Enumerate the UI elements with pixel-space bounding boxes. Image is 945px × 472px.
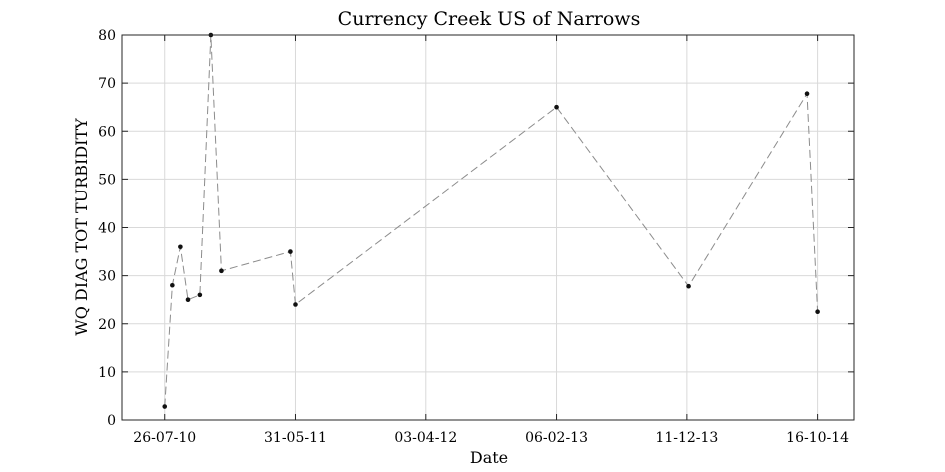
y-tick-label: 40 xyxy=(98,221,116,237)
data-point xyxy=(219,268,224,274)
series xyxy=(162,32,820,409)
x-tick-label: 16-10-14 xyxy=(786,430,849,446)
data-point xyxy=(554,104,559,110)
x-tick-label: 03-04-12 xyxy=(394,430,457,446)
y-tick-label: 50 xyxy=(98,172,116,188)
data-point xyxy=(288,249,293,254)
y-tick-label: 60 xyxy=(98,124,116,140)
plot-frame xyxy=(121,34,855,421)
y-tick-label: 70 xyxy=(98,76,116,92)
data-point xyxy=(293,302,298,307)
data-point xyxy=(815,309,820,315)
data-point xyxy=(197,292,203,298)
data-point xyxy=(178,244,183,250)
y-tick-label: 80 xyxy=(98,28,116,44)
axis-ticks: 0 10 20 30 40 50 60 70 80 26-07-10 31-05-11 03-04-1… xyxy=(98,28,854,446)
data-point xyxy=(686,283,691,289)
data-point xyxy=(162,404,168,409)
x-tick-label: 06-02-13 xyxy=(525,430,588,446)
y-tick-label: 10 xyxy=(98,365,116,381)
series-line xyxy=(164,34,819,407)
grid xyxy=(122,34,854,421)
x-axis-label: Date xyxy=(470,448,508,467)
x-tick-label: 31-05-11 xyxy=(264,430,327,446)
y-tick-label: 0 xyxy=(107,413,116,429)
data-point xyxy=(185,297,191,302)
x-tick-label: 26-07-10 xyxy=(133,430,196,446)
y-axis-label: WQ DIAG TOT TURBIDITY xyxy=(72,118,91,336)
chart-title: Currency Creek US of Narrows xyxy=(338,8,641,30)
y-tick-label: 30 xyxy=(98,269,116,285)
y-tick-label: 20 xyxy=(98,317,116,333)
data-point xyxy=(804,91,810,97)
x-tick-label: 11-12-13 xyxy=(655,430,718,446)
data-point xyxy=(170,282,175,288)
